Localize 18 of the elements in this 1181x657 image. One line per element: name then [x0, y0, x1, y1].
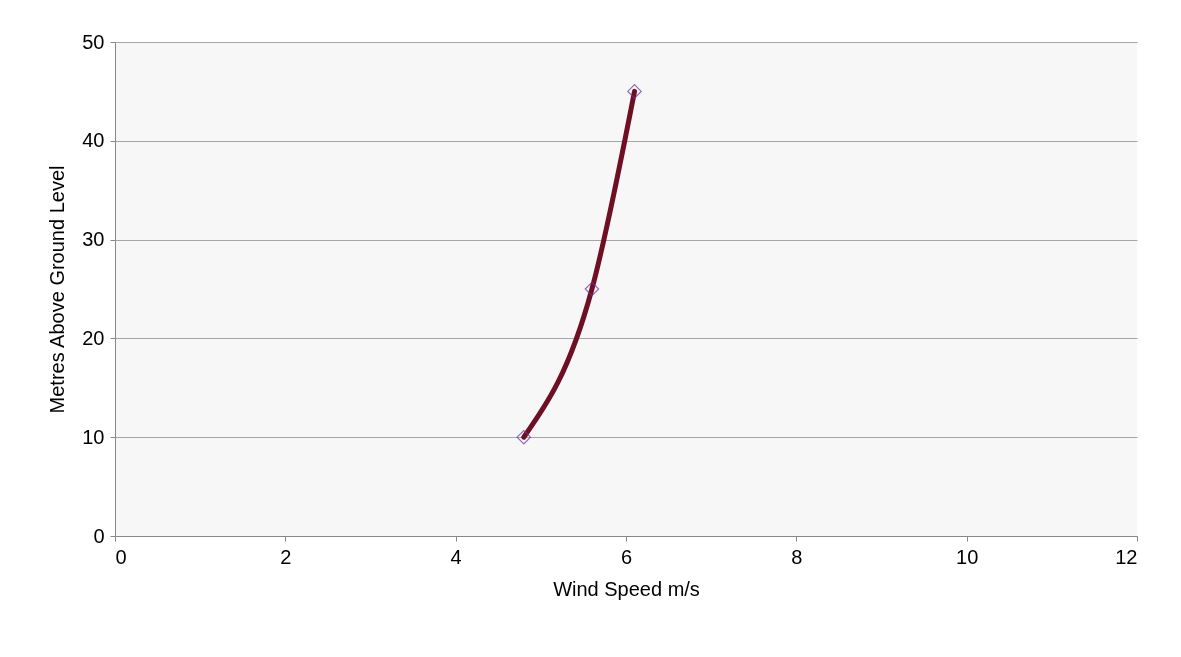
y-tick-label: 20 — [82, 326, 105, 349]
y-tick-label: 0 — [93, 524, 105, 547]
y-axis-title: Metres Above Ground Level — [46, 165, 69, 414]
x-axis-title: Wind Speed m/s — [553, 577, 700, 600]
x-tick-label: 12 — [1115, 545, 1138, 568]
point — [584, 281, 600, 297]
point — [516, 429, 532, 445]
y-tick-label: 30 — [82, 228, 105, 251]
y-tick-label: 50 — [82, 30, 105, 53]
x-tick-label: 4 — [450, 545, 462, 568]
x-tick-label: 6 — [620, 545, 633, 568]
x-tick-label: 0 — [115, 545, 127, 568]
x-tick-label: 10 — [956, 545, 979, 568]
y-tick-label: 10 — [82, 425, 105, 448]
x-tick-label: 8 — [791, 545, 803, 568]
x-tick-label: 2 — [280, 545, 292, 568]
y-tick-label: 40 — [82, 129, 105, 152]
point — [627, 84, 642, 99]
